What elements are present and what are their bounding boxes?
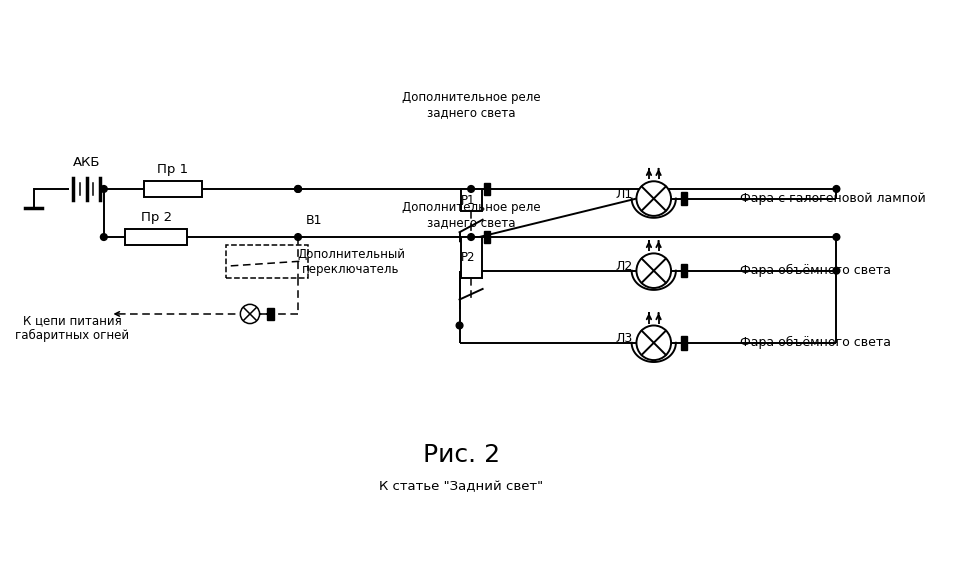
Circle shape [295,186,301,192]
Text: Фара объёмного света: Фара объёмного света [740,336,891,350]
Circle shape [636,254,671,288]
Bar [144,181,202,197]
Text: Рис. 2: Рис. 2 [423,443,500,467]
Text: Л2: Л2 [615,260,633,273]
Bar [461,237,482,278]
Text: Фара с галогеновой лампой: Фара с галогеновой лампой [740,192,926,205]
Bar [484,183,491,195]
Bar [484,231,491,243]
Bar [681,192,687,205]
Bar [226,245,307,278]
Circle shape [636,181,671,216]
Circle shape [240,304,259,324]
Text: К цепи питания
габаритных огней: К цепи питания габаритных огней [15,315,130,343]
Bar [681,264,687,277]
Text: Р2: Р2 [461,251,475,264]
Text: Р1: Р1 [461,194,475,206]
Text: Дополнительное реле
заднего света: Дополнительное реле заднего света [402,201,540,229]
Text: Фара объёмного света: Фара объёмного света [740,264,891,277]
Text: Л3: Л3 [615,332,633,346]
Bar [461,189,482,211]
Text: В1: В1 [305,214,323,227]
Circle shape [833,186,840,192]
Bar [267,308,274,320]
Bar [125,229,187,245]
Text: Пр 2: Пр 2 [141,211,172,224]
Circle shape [833,233,840,240]
Circle shape [468,233,474,240]
Circle shape [636,325,671,360]
Circle shape [101,233,108,240]
Circle shape [295,233,301,240]
Bar [681,336,687,350]
Text: АКБ: АКБ [73,156,100,170]
Circle shape [468,186,474,192]
Text: Дополнительный
переключатель: Дополнительный переключатель [297,248,405,275]
Text: К статье "Задний свет": К статье "Задний свет" [379,481,543,493]
Text: Пр 1: Пр 1 [157,163,188,176]
Circle shape [101,186,108,192]
Circle shape [456,322,463,329]
Circle shape [833,267,840,274]
Text: Дополнительное реле
заднего света: Дополнительное реле заднего света [402,91,540,120]
Circle shape [295,186,301,192]
Text: Л1: Л1 [615,188,633,201]
